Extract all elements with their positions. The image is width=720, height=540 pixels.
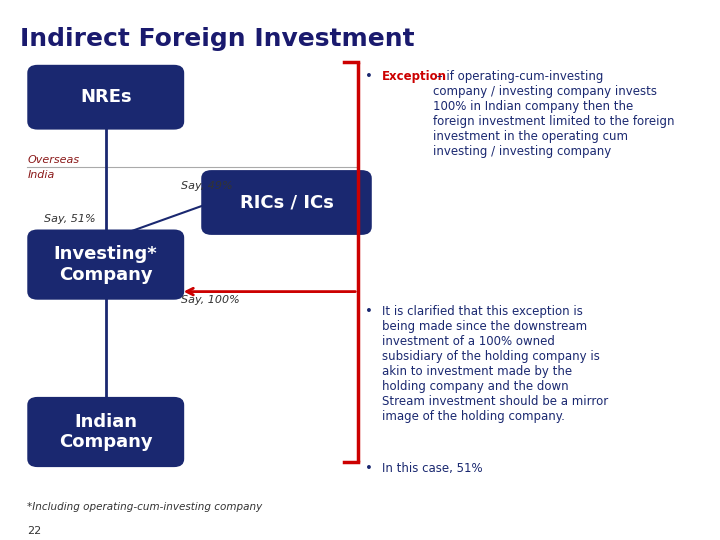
Text: – if operating-cum-investing
company / investing company invests
100% in Indian : – if operating-cum-investing company / i… [433, 70, 675, 158]
Text: Overseas: Overseas [27, 154, 79, 165]
Text: RICs / ICs: RICs / ICs [240, 193, 333, 212]
Text: •: • [365, 462, 373, 475]
Text: In this case, 51%: In this case, 51% [382, 462, 482, 475]
Text: Indian
Company: Indian Company [59, 413, 153, 451]
Text: Say, 100%: Say, 100% [181, 295, 240, 305]
Text: Investing*
Company: Investing* Company [54, 245, 158, 284]
Text: Say, 51%: Say, 51% [45, 214, 96, 224]
Text: •: • [365, 70, 373, 83]
FancyBboxPatch shape [27, 230, 184, 300]
Text: It is clarified that this exception is
being made since the downstream
investmen: It is clarified that this exception is b… [382, 305, 608, 423]
Text: NREs: NREs [80, 88, 132, 106]
Text: •: • [365, 305, 373, 318]
Text: Exception: Exception [382, 70, 447, 83]
Text: Say, 49%: Say, 49% [181, 181, 233, 191]
Text: 22: 22 [27, 526, 42, 537]
FancyBboxPatch shape [202, 170, 372, 235]
Text: India: India [27, 170, 55, 180]
FancyBboxPatch shape [27, 65, 184, 130]
Text: Indirect Foreign Investment: Indirect Foreign Investment [20, 27, 415, 51]
FancyBboxPatch shape [27, 397, 184, 467]
Text: *Including operating-cum-investing company: *Including operating-cum-investing compa… [27, 502, 263, 512]
